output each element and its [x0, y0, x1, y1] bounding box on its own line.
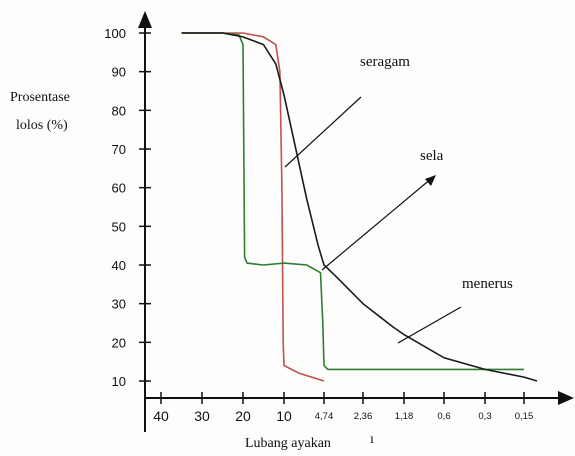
y-axis-title-line-1: Prosentase — [10, 90, 70, 105]
x-tick-label-20: 20 — [235, 408, 251, 424]
x-tick-label-4-74: 4,74 — [315, 411, 334, 422]
y-tick-label-100: 100 — [104, 26, 126, 41]
y-tick-label-80: 80 — [112, 103, 126, 118]
x-tick-label-2-36: 2,36 — [354, 411, 373, 422]
y-axis-title-line-2: lolos (%) — [16, 118, 68, 133]
x-tick-label-1-18: 1,18 — [395, 411, 414, 422]
annotation-sela: sela — [420, 148, 444, 164]
annotation-pointers — [284, 96, 462, 344]
x-tick-label-10: 10 — [276, 408, 292, 424]
x-tick-label-30: 30 — [194, 408, 210, 424]
x-ticks: 40 30 20 10 4,74 2,36 1,18 0,6 0,3 0,15 — [153, 392, 533, 424]
y-axis-arrowhead — [138, 11, 152, 28]
y-tick-label-30: 30 — [112, 297, 126, 312]
y-tick-label-70: 70 — [112, 142, 126, 157]
series-menerus-line — [181, 32, 538, 382]
series-seragam-line — [181, 32, 325, 382]
y-tick-label-60: 60 — [112, 181, 126, 196]
x-tick-label-0-3: 0,3 — [478, 411, 491, 422]
pointer-sela-arrowhead — [425, 175, 436, 186]
pointer-seragam — [284, 96, 362, 168]
annotation-seragam: seragam — [360, 54, 410, 70]
x-axis-title: Lubang ayakan — [245, 436, 331, 451]
y-tick-label-50: 50 — [112, 219, 126, 234]
x-tick-label-0-15: 0,15 — [515, 411, 534, 422]
y-ticks: 100 90 80 70 60 50 40 30 20 10 — [104, 26, 151, 389]
series-sela-line — [181, 32, 524, 371]
x-tick-label-0-6: 0,6 — [437, 411, 450, 422]
y-tick-label-40: 40 — [112, 258, 126, 273]
annotation-menerus: menerus — [462, 276, 513, 292]
pointer-sela — [321, 177, 433, 271]
pointer-menerus — [397, 306, 462, 344]
x-tick-label-40: 40 — [153, 408, 169, 424]
x-axis-arrowhead — [558, 391, 574, 405]
y-tick-label-90: 90 — [112, 65, 126, 80]
y-tick-label-20: 20 — [112, 335, 126, 350]
y-tick-label-10: 10 — [112, 374, 126, 389]
x-axis-extra-mark: ı — [370, 432, 374, 447]
curves — [181, 32, 538, 382]
chart-axes — [138, 11, 574, 432]
